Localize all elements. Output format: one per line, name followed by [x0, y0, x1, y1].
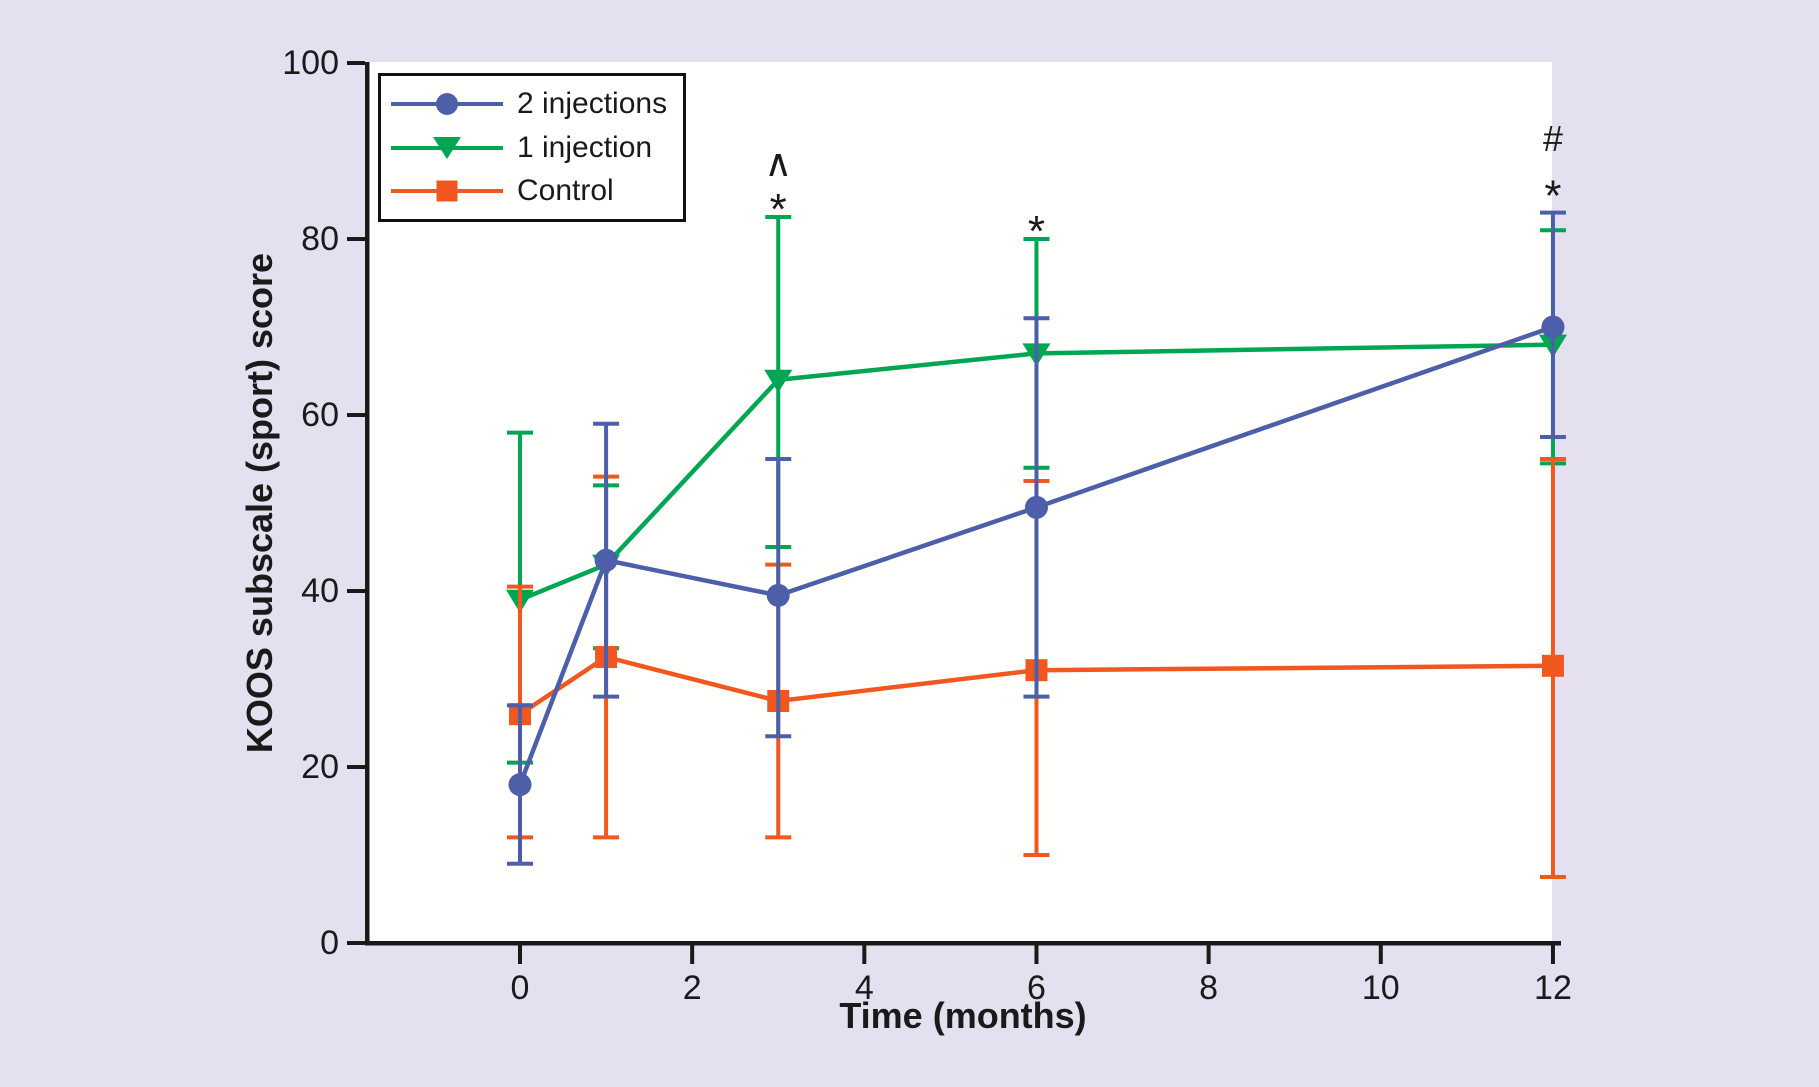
y-tick-label: 0	[320, 924, 339, 962]
y-axis-title: KOOS subscale (sport) score	[239, 253, 280, 753]
circle-marker-icon	[436, 93, 458, 116]
legend-sample-2-injections	[391, 91, 503, 117]
x-tick-label: 8	[1199, 969, 1218, 1007]
annotation-symbol: #	[1543, 118, 1563, 159]
data-point-circle-2-injections	[508, 773, 532, 797]
y-axis-spine	[365, 62, 370, 945]
annotation-symbol: *	[1544, 172, 1561, 221]
x-tick-label: 0	[511, 969, 530, 1007]
y-tick-label: 60	[301, 396, 339, 434]
annotation-symbol: *	[1028, 207, 1045, 256]
x-tick-label: 4	[855, 969, 874, 1007]
x-tick-label: 12	[1534, 969, 1572, 1007]
y-tick-label: 20	[301, 748, 339, 786]
triangle-down-marker-icon	[433, 136, 461, 159]
y-tick-label: 40	[301, 572, 339, 610]
annotation-symbol: ∧	[764, 141, 792, 185]
x-axis-spine	[365, 941, 1561, 946]
legend-item-1-injection: 1 injection	[391, 130, 683, 164]
data-point-circle-2-injections	[766, 583, 790, 607]
legend-item-2-injections: 2 injections	[391, 89, 683, 119]
y-tick-label: 100	[282, 44, 339, 82]
data-point-circle-2-injections	[594, 548, 618, 572]
legend-label: 2 injections	[517, 87, 668, 121]
legend-label: Control	[517, 173, 614, 207]
legend-item-control: Control	[391, 173, 683, 207]
data-point-square-control	[1541, 654, 1564, 677]
x-tick-label: 10	[1362, 969, 1400, 1007]
legend: 2 injections 1 injection Control	[378, 73, 686, 222]
data-point-triangle-1-injection	[764, 369, 793, 393]
x-tick-label: 6	[1027, 969, 1046, 1007]
legend-sample-control	[391, 178, 503, 204]
x-tick-label: 2	[683, 969, 702, 1007]
annotation-symbol: *	[770, 185, 787, 234]
square-marker-icon	[436, 180, 458, 202]
legend-sample-1-injection	[391, 135, 503, 161]
data-point-circle-2-injections	[1541, 315, 1565, 339]
legend-label: 1 injection	[517, 130, 653, 164]
data-point-circle-2-injections	[1024, 495, 1048, 519]
x-axis-title: Time (months)	[839, 995, 1086, 1036]
y-tick-label: 80	[301, 220, 339, 258]
